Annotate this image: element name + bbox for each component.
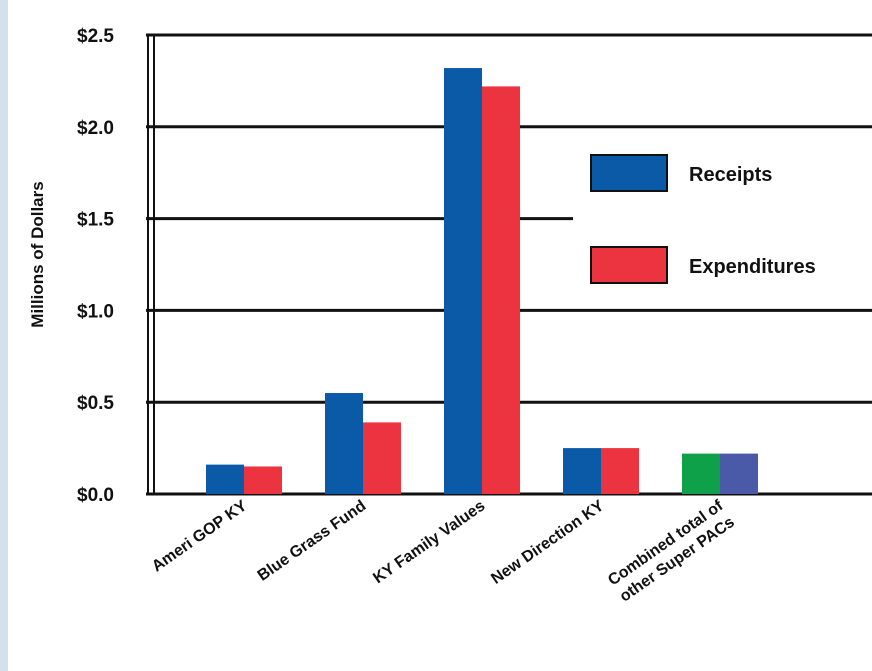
y-tick-label: $1.5 (77, 210, 114, 231)
y-axis-line (147, 35, 155, 494)
bar-expenditures-1 (363, 422, 401, 494)
y-axis-title: Millions of Dollars (28, 181, 47, 327)
bar-receipts-4 (682, 453, 720, 494)
category-label: New Direction KY (488, 497, 607, 588)
y-tick-label: $0.5 (77, 393, 114, 414)
y-tick-label: $0.0 (77, 485, 114, 506)
category-label-line: Blue Grass Fund (255, 497, 370, 584)
bar-expenditures-0 (244, 466, 282, 494)
y-axis-ticks: $0.0 $0.5 $1.0 $1.5 $2.0 $2.5 (77, 26, 114, 506)
category-label-line: KY Family Values (370, 497, 488, 587)
category-label: Ameri GOP KY (149, 497, 251, 575)
bar-expenditures-2 (482, 86, 520, 495)
bar-chart: $0.0 $0.5 $1.0 $1.5 $2.0 $2.5 Ameri GOP KY Blu… (28, 26, 872, 606)
x-axis-labels: Ameri GOP KY Blue Grass Fund KY Family Val… (149, 497, 738, 606)
bar-receipts-3 (563, 448, 601, 494)
bar-receipts-1 (325, 393, 363, 494)
legend: Receipts Expenditures (573, 135, 872, 303)
category-label-line: Ameri GOP KY (149, 497, 251, 575)
category-label-line: New Direction KY (488, 497, 607, 588)
category-label: Blue Grass Fund (255, 497, 370, 584)
category-label: Combined total ofother Super PACs (605, 497, 738, 606)
legend-label-receipts: Receipts (689, 164, 772, 186)
y-tick-label: $2.5 (77, 26, 114, 47)
y-tick-label: $2.0 (77, 118, 114, 139)
bar-expenditures-4 (720, 453, 758, 494)
legend-swatch-expenditures (590, 246, 668, 284)
bar-receipts-2 (444, 68, 482, 494)
y-tick-label: $1.0 (77, 301, 114, 322)
chart-frame: $0.0 $0.5 $1.0 $1.5 $2.0 $2.5 Ameri GOP KY Blu… (8, 0, 872, 671)
bars (206, 68, 758, 495)
category-label: KY Family Values (370, 497, 488, 587)
legend-label-expenditures: Expenditures (689, 256, 816, 278)
legend-swatch-receipts (590, 154, 668, 192)
bar-expenditures-3 (601, 448, 639, 494)
bar-receipts-0 (206, 464, 244, 494)
